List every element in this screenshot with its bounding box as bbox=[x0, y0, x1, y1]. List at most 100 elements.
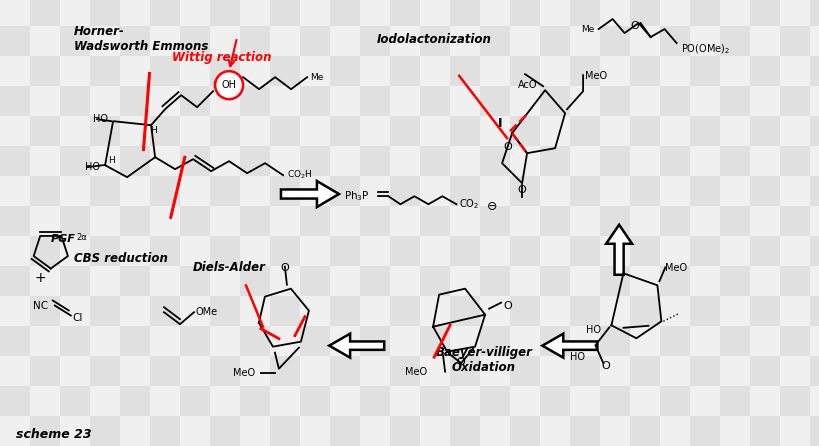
Bar bbox=[120, 26, 150, 56]
Bar bbox=[419, 56, 450, 86]
Bar bbox=[719, 386, 749, 416]
Bar bbox=[300, 146, 329, 176]
Bar bbox=[90, 296, 120, 326]
Bar bbox=[180, 86, 210, 116]
Bar bbox=[150, 146, 180, 176]
Bar bbox=[600, 236, 629, 266]
Text: scheme 23: scheme 23 bbox=[16, 428, 92, 441]
Text: PO(OMe)$_2$: PO(OMe)$_2$ bbox=[680, 42, 729, 56]
Bar bbox=[659, 86, 689, 116]
Bar bbox=[779, 356, 809, 386]
Bar bbox=[749, 296, 779, 326]
Bar bbox=[569, 86, 600, 116]
Bar bbox=[240, 146, 269, 176]
Bar bbox=[390, 266, 419, 296]
Polygon shape bbox=[281, 181, 338, 207]
Bar bbox=[809, 236, 819, 266]
Bar bbox=[749, 86, 779, 116]
Bar bbox=[240, 356, 269, 386]
Bar bbox=[779, 386, 809, 416]
Bar bbox=[450, 266, 479, 296]
Bar bbox=[419, 206, 450, 236]
Bar bbox=[30, 26, 60, 56]
Bar bbox=[210, 416, 240, 446]
Bar bbox=[360, 86, 390, 116]
Bar bbox=[360, 176, 390, 206]
Bar bbox=[269, 356, 300, 386]
Bar bbox=[419, 356, 450, 386]
Bar bbox=[450, 206, 479, 236]
Bar bbox=[779, 26, 809, 56]
Bar bbox=[450, 146, 479, 176]
Bar bbox=[689, 236, 719, 266]
Bar bbox=[540, 56, 569, 86]
Bar bbox=[0, 116, 30, 146]
Bar bbox=[809, 206, 819, 236]
Bar bbox=[269, 206, 300, 236]
Bar bbox=[719, 56, 749, 86]
Bar bbox=[360, 146, 390, 176]
Bar bbox=[90, 26, 120, 56]
Bar bbox=[450, 326, 479, 356]
Bar bbox=[509, 0, 540, 26]
Bar bbox=[269, 266, 300, 296]
Bar bbox=[629, 86, 659, 116]
Bar bbox=[30, 116, 60, 146]
Bar bbox=[629, 56, 659, 86]
Bar bbox=[540, 386, 569, 416]
Bar bbox=[240, 236, 269, 266]
Bar bbox=[360, 356, 390, 386]
Bar bbox=[390, 356, 419, 386]
Bar bbox=[90, 266, 120, 296]
Bar bbox=[479, 26, 509, 56]
Bar bbox=[120, 0, 150, 26]
Bar bbox=[360, 206, 390, 236]
Bar bbox=[779, 266, 809, 296]
Bar bbox=[329, 266, 360, 296]
Bar bbox=[779, 116, 809, 146]
Bar bbox=[779, 176, 809, 206]
Bar bbox=[809, 416, 819, 446]
Bar bbox=[240, 56, 269, 86]
Bar bbox=[390, 236, 419, 266]
Bar bbox=[360, 0, 390, 26]
Bar bbox=[30, 86, 60, 116]
Bar bbox=[689, 296, 719, 326]
Text: MeO: MeO bbox=[233, 368, 255, 378]
Bar bbox=[120, 56, 150, 86]
Bar bbox=[60, 86, 90, 116]
Bar bbox=[419, 86, 450, 116]
Bar bbox=[419, 266, 450, 296]
Bar bbox=[390, 26, 419, 56]
Text: Horner-
Wadsworth Emmons: Horner- Wadsworth Emmons bbox=[74, 25, 208, 53]
Bar bbox=[809, 386, 819, 416]
Bar bbox=[180, 296, 210, 326]
Bar bbox=[809, 86, 819, 116]
Bar bbox=[360, 326, 390, 356]
Bar bbox=[659, 326, 689, 356]
Bar bbox=[450, 176, 479, 206]
Bar bbox=[540, 296, 569, 326]
Bar bbox=[90, 416, 120, 446]
Bar bbox=[450, 26, 479, 56]
Bar bbox=[150, 356, 180, 386]
Bar bbox=[509, 206, 540, 236]
Bar bbox=[360, 416, 390, 446]
Bar bbox=[600, 266, 629, 296]
Bar bbox=[150, 86, 180, 116]
Bar bbox=[210, 0, 240, 26]
Bar bbox=[329, 0, 360, 26]
Bar bbox=[719, 0, 749, 26]
Bar bbox=[60, 176, 90, 206]
Bar bbox=[629, 0, 659, 26]
Bar bbox=[269, 326, 300, 356]
Text: OMe: OMe bbox=[196, 307, 218, 317]
Bar bbox=[269, 146, 300, 176]
Text: HO: HO bbox=[93, 114, 108, 124]
Bar bbox=[300, 116, 329, 146]
Bar bbox=[329, 416, 360, 446]
Bar bbox=[719, 296, 749, 326]
Bar bbox=[540, 326, 569, 356]
Bar bbox=[689, 206, 719, 236]
Bar bbox=[120, 326, 150, 356]
